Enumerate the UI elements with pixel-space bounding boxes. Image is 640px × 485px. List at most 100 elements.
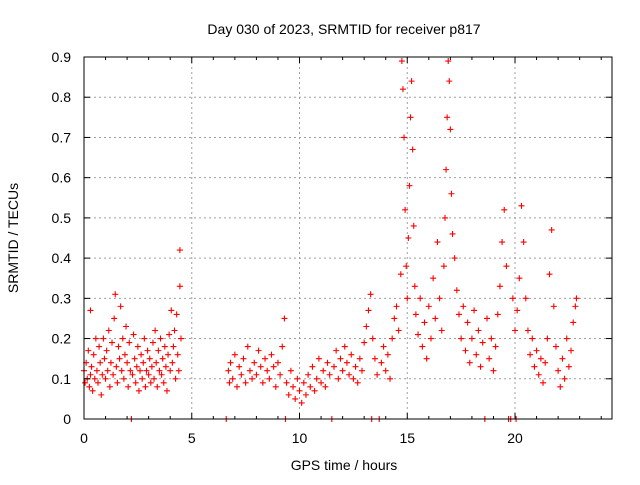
data-point — [445, 58, 452, 65]
data-point — [129, 371, 136, 378]
data-point — [283, 379, 290, 386]
data-point — [412, 311, 419, 318]
data-point — [419, 343, 426, 350]
data-point — [434, 239, 441, 246]
data-point — [496, 283, 503, 290]
data-point — [294, 375, 301, 382]
data-point — [135, 387, 142, 394]
data-point — [86, 383, 93, 390]
data-point — [570, 319, 577, 326]
x-tick-label: 5 — [188, 430, 196, 446]
data-point — [85, 347, 92, 354]
data-point — [441, 214, 448, 221]
data-point — [170, 343, 177, 350]
data-point — [287, 367, 294, 374]
y-tick-label: 0.8 — [52, 89, 72, 105]
data-point — [110, 371, 117, 378]
data-point — [411, 283, 418, 290]
data-point — [403, 263, 410, 270]
data-point — [302, 391, 309, 398]
data-point — [272, 383, 279, 390]
x-tick-label: 10 — [292, 430, 308, 446]
data-point — [151, 375, 158, 382]
data-point — [509, 295, 516, 302]
data-point — [468, 335, 475, 342]
data-point — [264, 367, 271, 374]
data-point — [395, 327, 402, 334]
data-point — [529, 335, 536, 342]
data-point — [387, 375, 394, 382]
data-point — [91, 375, 98, 382]
data-point — [114, 379, 121, 386]
data-point — [176, 247, 183, 254]
data-point — [82, 379, 89, 386]
data-point — [87, 371, 94, 378]
data-point — [157, 335, 164, 342]
data-point — [177, 335, 184, 342]
data-point — [568, 347, 575, 354]
data-point — [408, 78, 415, 85]
y-tick-label: 0.4 — [52, 250, 72, 266]
data-point — [120, 375, 127, 382]
data-point — [240, 355, 247, 362]
data-point — [473, 351, 480, 358]
data-point — [98, 391, 105, 398]
data-point — [313, 375, 320, 382]
data-point — [262, 355, 269, 362]
data-point — [552, 343, 559, 350]
data-point — [251, 359, 258, 366]
data-point — [111, 315, 118, 322]
data-point — [407, 114, 414, 121]
tick-labels: 0 5 10 15 20 0 0.1 0.2 0.3 0.4 0.5 0.6 0.7 0.8 0.9 — [52, 49, 523, 446]
data-point — [172, 375, 179, 382]
data-point — [361, 339, 368, 346]
data-point — [371, 355, 378, 362]
data-point — [449, 230, 456, 237]
data-point — [162, 363, 169, 370]
data-point — [174, 351, 181, 358]
data-point — [432, 315, 439, 322]
data-point — [127, 367, 134, 374]
data-point — [455, 311, 462, 318]
data-point — [453, 287, 460, 294]
data-point — [298, 399, 305, 406]
data-point — [447, 126, 454, 133]
data-point — [165, 351, 172, 358]
x-tick-label: 15 — [399, 430, 415, 446]
data-point — [88, 363, 95, 370]
y-tick-label: 0 — [63, 411, 71, 427]
data-marks — [81, 58, 580, 422]
data-point — [359, 367, 366, 374]
data-point — [405, 235, 412, 241]
data-point — [533, 347, 540, 354]
data-point — [384, 351, 391, 358]
data-point — [161, 343, 168, 350]
data-point — [225, 367, 232, 374]
x-axis-label: GPS time / hours — [291, 457, 398, 473]
data-point — [124, 359, 131, 366]
chart-title: Day 030 of 2023, SRMTID for receiver p81… — [207, 21, 480, 37]
data-point — [369, 335, 376, 342]
data-point — [155, 347, 162, 354]
data-point — [348, 351, 355, 358]
data-point — [402, 206, 409, 213]
data-point — [92, 335, 99, 342]
data-point — [101, 355, 108, 362]
data-point — [404, 295, 411, 302]
data-point — [236, 363, 243, 370]
x-tick-label: 0 — [80, 430, 88, 446]
data-point — [125, 383, 132, 390]
data-point — [152, 327, 159, 334]
data-point — [281, 315, 288, 322]
data-point — [484, 315, 491, 322]
data-point — [279, 343, 286, 350]
data-point — [464, 319, 471, 326]
data-point — [399, 86, 406, 93]
data-point — [103, 347, 110, 354]
data-point — [486, 355, 493, 362]
data-point — [106, 383, 113, 390]
data-point — [494, 311, 501, 318]
data-point — [93, 367, 100, 374]
data-point — [559, 355, 566, 362]
data-point — [226, 379, 233, 386]
